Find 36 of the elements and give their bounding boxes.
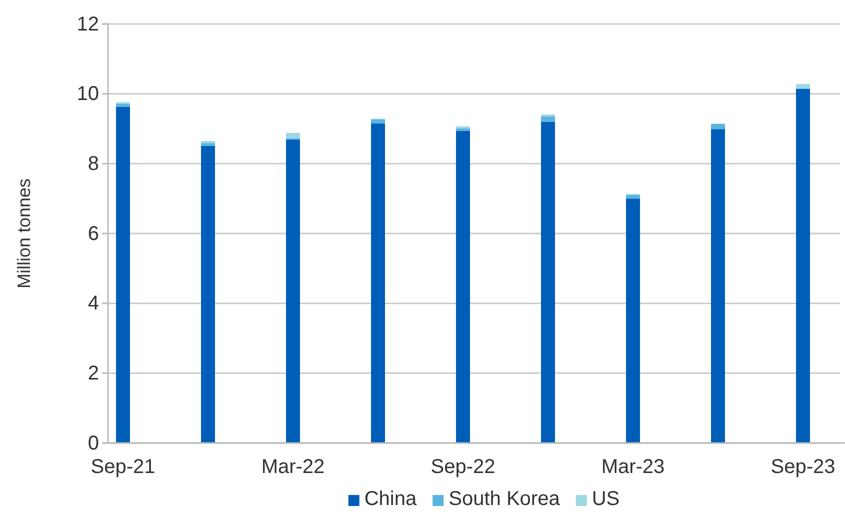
legend-label: China	[364, 488, 418, 510]
bar	[116, 106, 130, 443]
bar	[456, 130, 470, 443]
bar	[456, 128, 470, 131]
y-tick-label: 4	[88, 292, 99, 315]
x-tick-label: Sep-21	[90, 456, 156, 478]
y-tick-label: 10	[76, 83, 99, 106]
bar	[541, 122, 555, 443]
bar	[796, 88, 810, 443]
y-tick-label: 6	[88, 222, 99, 245]
bar	[201, 146, 215, 443]
bar	[116, 104, 130, 107]
bar	[286, 132, 300, 138]
bar	[371, 119, 385, 124]
bar	[796, 84, 810, 88]
x-tick-label: Mar-22	[261, 456, 325, 478]
bar	[371, 124, 385, 443]
x-tick-label: Mar-23	[601, 456, 665, 478]
bar	[626, 198, 640, 443]
y-axis-title: Million tonnes	[14, 178, 34, 289]
bar	[201, 143, 215, 146]
bar	[711, 129, 725, 443]
y-tick-label: 8	[88, 153, 99, 176]
bar	[541, 114, 555, 117]
legend-label: US	[592, 488, 620, 510]
bar	[711, 124, 725, 130]
x-tick-label: Sep-22	[430, 456, 496, 478]
bar	[286, 140, 300, 443]
y-tick-label: 0	[88, 432, 99, 454]
legend-label: South Korea	[448, 488, 561, 510]
bar	[201, 140, 215, 144]
bar	[626, 194, 640, 199]
x-tick-label: Sep-23	[770, 456, 836, 478]
y-tick-label: 12	[76, 13, 99, 36]
y-tick-label: 2	[88, 362, 99, 385]
bar	[541, 116, 555, 122]
